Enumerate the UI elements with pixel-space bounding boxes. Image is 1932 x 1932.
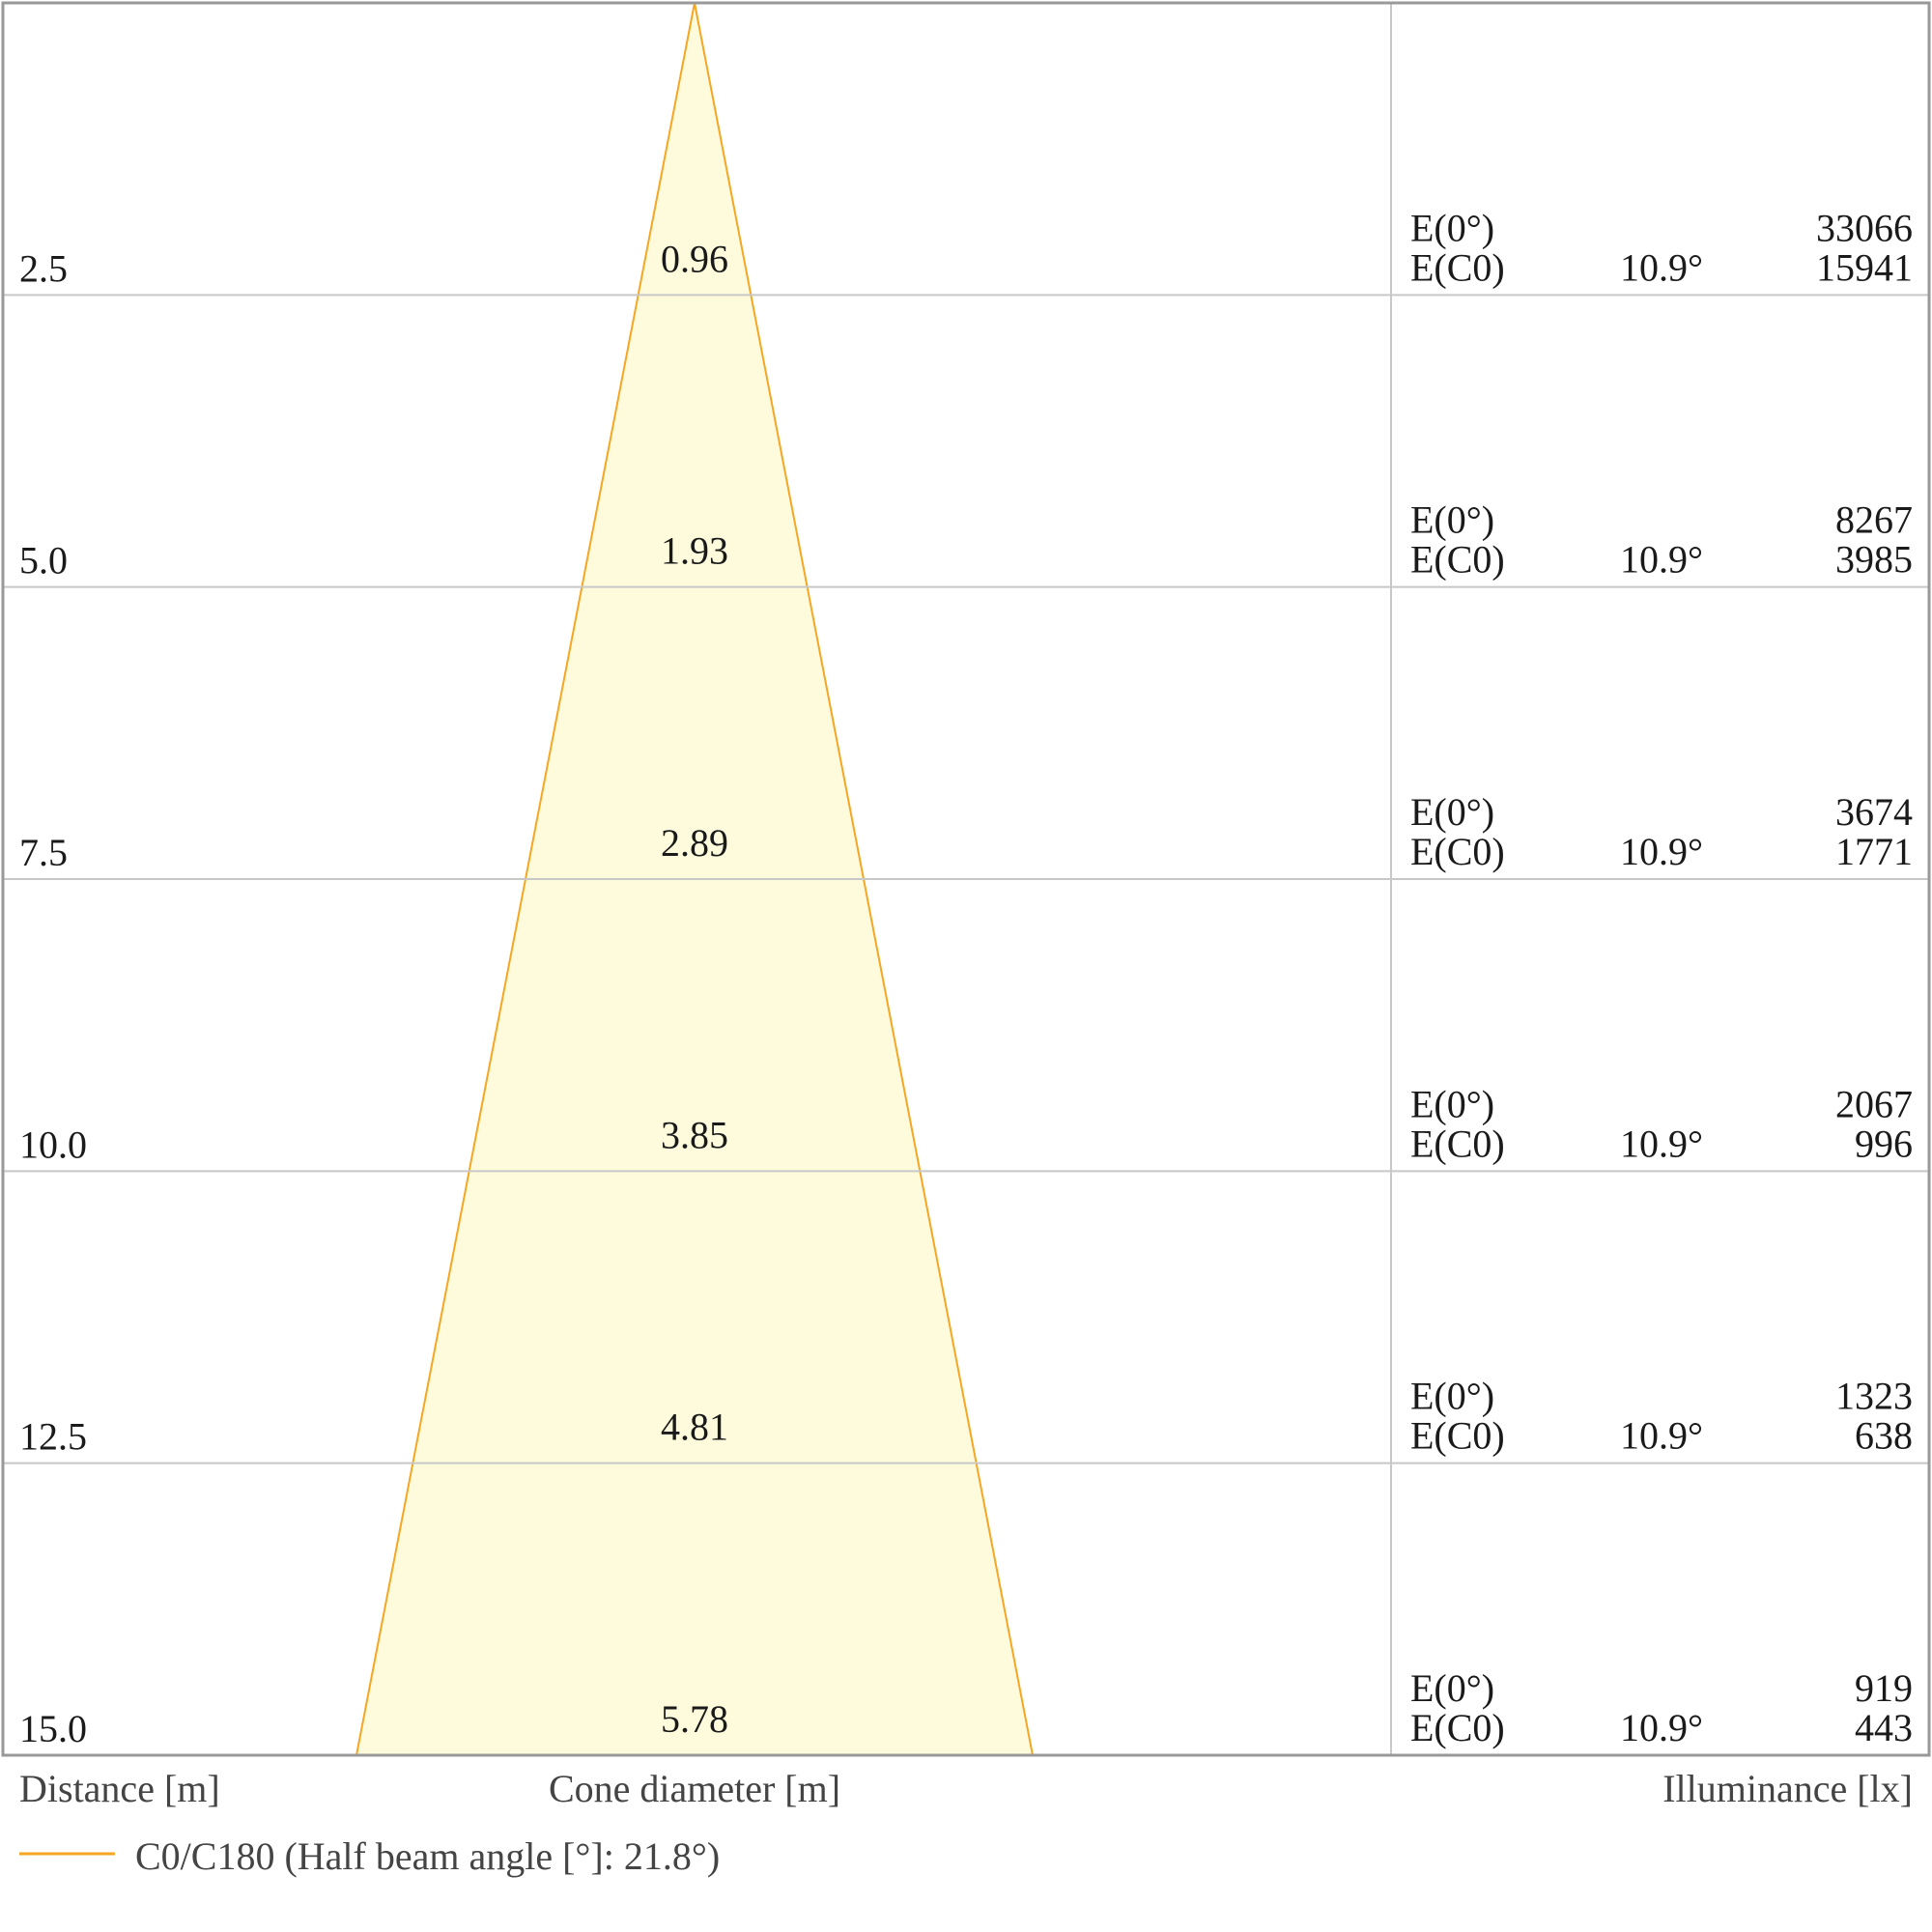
ec0-label: E(C0) — [1410, 1122, 1505, 1165]
half-angle-value: 10.9° — [1620, 245, 1703, 289]
ec0-value: 443 — [1855, 1706, 1913, 1749]
cone-diameter-label: 2.89 — [661, 821, 728, 865]
e0-value: 33066 — [1816, 206, 1913, 249]
e0-label: E(0°) — [1410, 790, 1494, 834]
ec0-label: E(C0) — [1410, 830, 1505, 873]
ec0-label: E(C0) — [1410, 1706, 1505, 1749]
ec0-value: 1771 — [1835, 830, 1913, 873]
e0-label: E(0°) — [1410, 1666, 1494, 1710]
cone-diameter-label: 5.78 — [661, 1697, 728, 1741]
e0-label: E(0°) — [1410, 498, 1494, 542]
ec0-value: 996 — [1855, 1122, 1913, 1165]
chart-frame — [1, 1, 1931, 1757]
distance-label: 10.0 — [19, 1122, 87, 1166]
e0-value: 8267 — [1835, 498, 1913, 542]
e0-value: 919 — [1855, 1666, 1913, 1710]
distance-label: 2.5 — [19, 246, 68, 290]
half-angle-value: 10.9° — [1620, 1414, 1703, 1458]
e0-label: E(0°) — [1410, 206, 1494, 249]
cone-diameter-label: 1.93 — [661, 529, 728, 573]
ec0-value: 15941 — [1816, 245, 1913, 289]
e0-label: E(0°) — [1410, 1082, 1494, 1125]
e0-value: 2067 — [1835, 1082, 1913, 1125]
ec0-label: E(C0) — [1410, 1414, 1505, 1458]
e0-value: 3674 — [1835, 790, 1913, 834]
ec0-value: 3985 — [1835, 538, 1913, 582]
cone-axis-label: Cone diameter [m] — [549, 1767, 840, 1810]
distance-label: 5.0 — [19, 539, 68, 582]
ec0-label: E(C0) — [1410, 538, 1505, 582]
distance-label: 12.5 — [19, 1415, 87, 1459]
illuminance-axis-label: Illuminance [lx] — [1662, 1767, 1913, 1810]
cone-diameter-label: 4.81 — [661, 1406, 728, 1449]
e0-label: E(0°) — [1410, 1375, 1494, 1418]
ec0-value: 638 — [1855, 1414, 1913, 1458]
distance-label: 7.5 — [19, 831, 68, 874]
half-angle-value: 10.9° — [1620, 1122, 1703, 1165]
cone-diameter-label: 3.85 — [661, 1113, 728, 1156]
ec0-label: E(C0) — [1410, 245, 1505, 289]
half-angle-value: 10.9° — [1620, 538, 1703, 582]
cone-diameter-label: 0.96 — [661, 237, 728, 280]
e0-value: 1323 — [1835, 1375, 1913, 1418]
distance-axis-label: Distance [m] — [19, 1767, 220, 1810]
distance-label: 15.0 — [19, 1707, 87, 1750]
legend-label: C0/C180 (Half beam angle [°]: 21.8°) — [135, 1834, 720, 1878]
half-angle-value: 10.9° — [1620, 830, 1703, 873]
half-angle-value: 10.9° — [1620, 1706, 1703, 1749]
